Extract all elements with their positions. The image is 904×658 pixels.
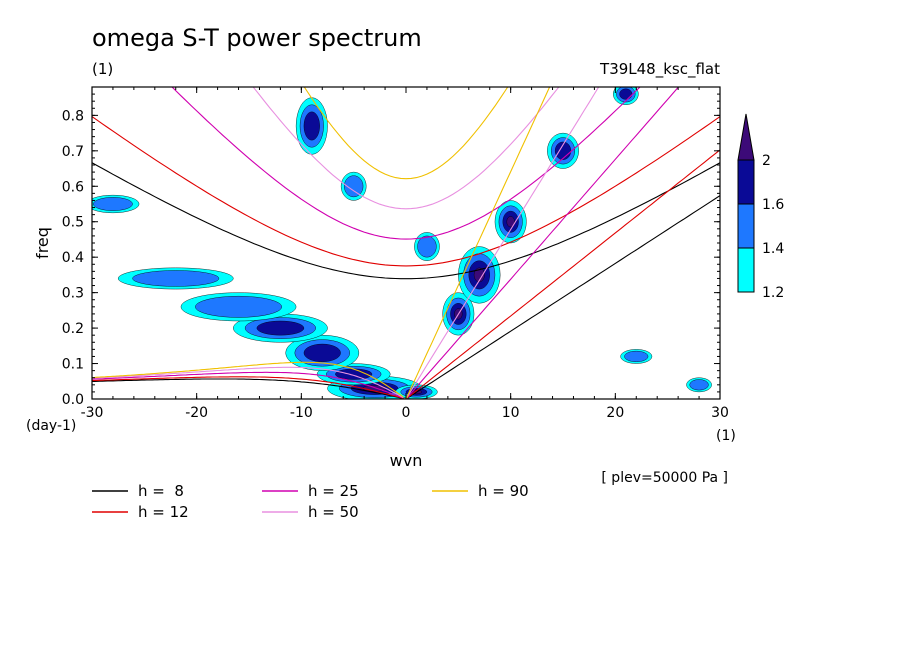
y-tick-label: 0.0 xyxy=(62,392,84,408)
curve-kelvin-h50 xyxy=(405,87,600,399)
contour-blob-5-level-1 xyxy=(132,270,220,287)
y-tick-label: 0.4 xyxy=(62,250,84,266)
y-tick-label: 0.8 xyxy=(62,108,84,124)
x-tick-label: -30 xyxy=(81,405,104,421)
y-unit-label: (day-1) xyxy=(26,418,76,434)
colorbar-label: 1.4 xyxy=(762,241,784,257)
colorbar-label: 2 xyxy=(762,153,771,169)
legend-label-h8: h = 8 xyxy=(138,482,184,500)
curve-ig-h50 xyxy=(252,87,560,210)
curve-ig-h25 xyxy=(171,87,641,240)
curve-kelvin-h25 xyxy=(405,87,680,399)
legend-label-h25: h = 25 xyxy=(308,482,359,500)
colorbar-segment-1 xyxy=(737,203,755,249)
contour-blob-15-level-1 xyxy=(93,197,133,211)
y-tick-label: 0.5 xyxy=(62,215,84,231)
colorbar-arrow xyxy=(737,113,755,161)
contour-blob-2-level-2 xyxy=(303,343,341,362)
annotation-plev: [ plev=50000 Pa ] xyxy=(601,470,728,486)
x-tick-label: 30 xyxy=(711,405,729,421)
x-tick-label: -20 xyxy=(185,405,208,421)
curve-rossby-h25 xyxy=(92,371,404,399)
curve-kelvin-h12 xyxy=(405,149,720,399)
curve-rossby-h90 xyxy=(92,361,404,398)
y-axis-label: freq xyxy=(33,227,52,259)
legend-label-h90: h = 90 xyxy=(478,482,529,500)
colorbar-label: 1.2 xyxy=(762,285,784,301)
y-tick-label: 0.3 xyxy=(62,286,84,302)
colorbar-segment-2 xyxy=(737,159,755,205)
curve-rossby-h50 xyxy=(92,366,404,399)
colorbar-segment-0 xyxy=(737,247,755,293)
contour-blob-17-level-1 xyxy=(689,379,709,391)
contour-blob-3-level-2 xyxy=(256,320,305,336)
contour-blob-16-level-1 xyxy=(624,350,649,362)
curve-kelvin-h8 xyxy=(405,195,720,399)
legend-label-h50: h = 50 xyxy=(308,503,359,521)
contour-blob-14-level-1 xyxy=(417,235,437,258)
contour-blob-8-level-3 xyxy=(473,267,485,283)
axes: -30 -20 -10 0 10 20 30 0.0 0.1 0.2 0.3 0.4 0.5 0.6 0.7… xyxy=(62,86,729,421)
x-tick-label: 10 xyxy=(502,405,520,421)
dispersion-curves xyxy=(92,87,720,399)
curve-kelvin-h90 xyxy=(405,87,551,399)
curve-rossby-h8 xyxy=(92,378,404,399)
x-unit-label: (1) xyxy=(716,428,736,444)
curve-ig-h90 xyxy=(303,87,509,180)
x-tick-label: 0 xyxy=(402,405,411,421)
curve-ig-h12 xyxy=(92,116,720,267)
contour-blob-12-level-2 xyxy=(303,111,320,141)
y-tick-label: 0.2 xyxy=(62,321,84,337)
y-tick-label: 0.7 xyxy=(62,144,84,160)
x-tick-label: 20 xyxy=(606,405,624,421)
x-tick-label: -10 xyxy=(290,405,313,421)
legend: h = 8 h = 12 h = 25 h = 50 h = 90 xyxy=(92,482,529,521)
colorbar-label: 1.6 xyxy=(762,197,784,213)
x-axis-label: wvn xyxy=(390,451,423,470)
y-tick-label: 0.6 xyxy=(62,179,84,195)
contour-blob-4-level-1 xyxy=(195,295,282,318)
spectrum-contours xyxy=(92,87,712,399)
chart-subtitle-right: T39L48_ksc_flat xyxy=(599,60,720,79)
contour-blob-13-level-1 xyxy=(344,175,364,198)
legend-label-h12: h = 12 xyxy=(138,503,189,521)
y-tick-label: 0.1 xyxy=(62,357,84,373)
colorbar: 1.2 1.4 1.6 2 xyxy=(737,113,784,301)
curve-ig-h8 xyxy=(92,162,720,280)
chart-subtitle-left: (1) xyxy=(92,60,113,78)
contour-blob-9-level-3 xyxy=(506,216,515,228)
chart-title: omega S-T power spectrum xyxy=(92,24,422,52)
contour-blob-11-level-2 xyxy=(619,88,633,100)
curve-rossby-h12 xyxy=(92,376,404,399)
